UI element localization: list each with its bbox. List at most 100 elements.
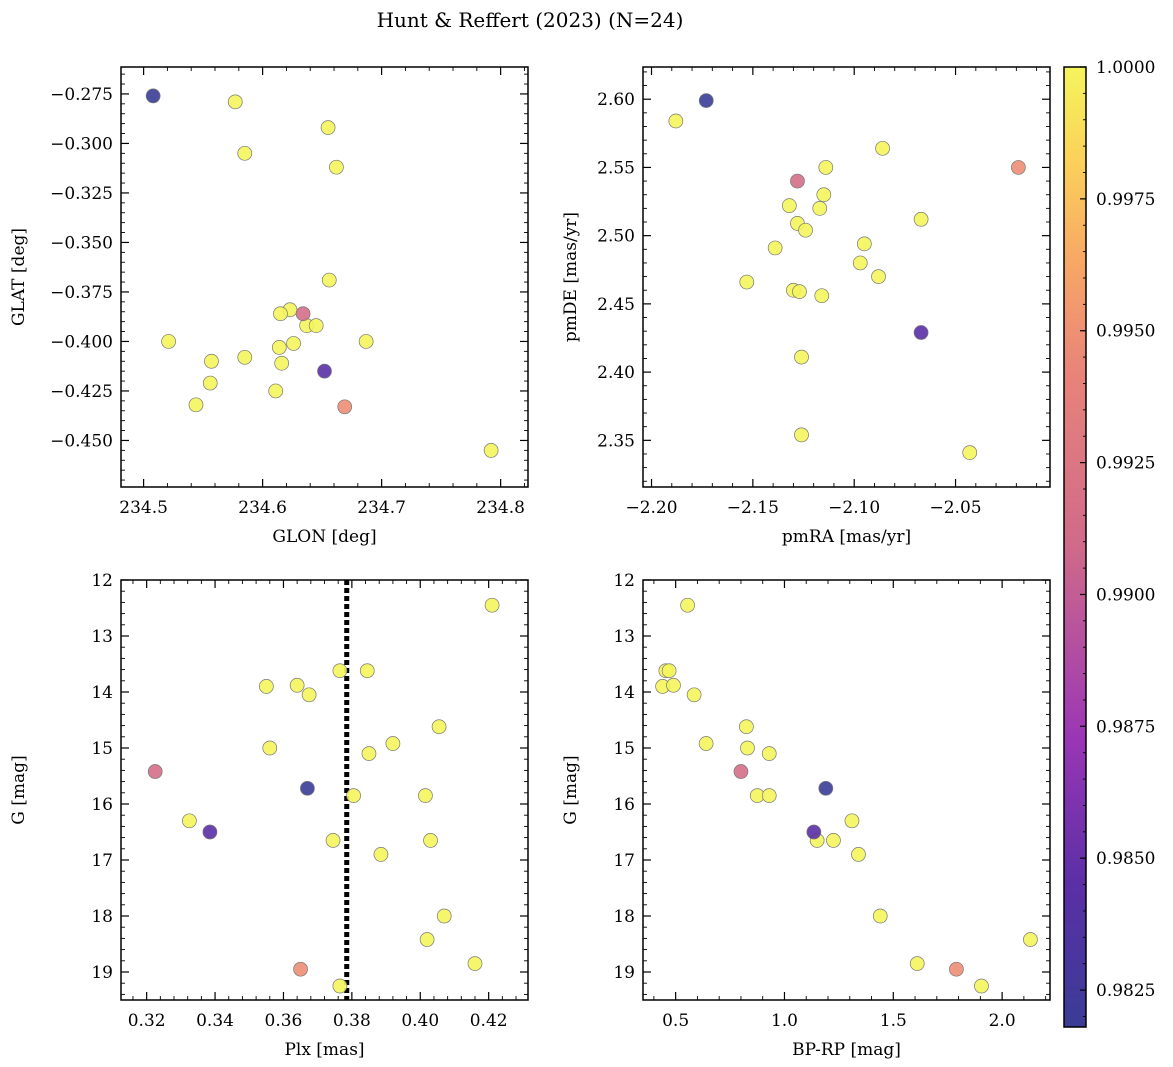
data-point — [913, 211, 929, 227]
data-point — [273, 306, 288, 322]
data-point — [301, 687, 317, 703]
x-tick-label: 234.7 — [357, 498, 406, 518]
y-tick-label: 12 — [613, 571, 635, 591]
x-tick-label: −2.05 — [929, 498, 981, 518]
x-tick-label: −2.10 — [828, 498, 880, 518]
data-point — [668, 113, 684, 129]
data-point — [237, 145, 253, 161]
data-point — [792, 284, 807, 299]
x-tick-label: 0.32 — [128, 1011, 166, 1031]
data-point — [317, 363, 332, 379]
y-tick-label: −0.275 — [50, 85, 113, 105]
data-point — [484, 597, 500, 613]
colorbar-tick-label: 0.9825 — [1096, 981, 1155, 1001]
data-point — [852, 255, 868, 271]
data-point — [268, 383, 284, 399]
panel-bprp-gmag: 0.5 1.0 1.5 2.0 12 13 14 15 16 17 18 19 BP-RP [mag] G… — [561, 571, 1051, 1060]
y-tick-label: 2.40 — [597, 363, 635, 383]
data-point — [237, 349, 253, 365]
y-tick-label: −0.325 — [50, 184, 113, 204]
y-tick-label: 13 — [613, 627, 635, 647]
data-point — [204, 353, 219, 369]
y-tick-label: −0.375 — [50, 283, 113, 303]
data-point — [337, 399, 353, 415]
data-point — [666, 677, 681, 693]
x-tick-label: 2.0 — [989, 1011, 1016, 1031]
data-point — [949, 961, 964, 977]
y-tick-label: −0.450 — [50, 431, 113, 451]
y-tick-label: 2.55 — [597, 158, 635, 178]
y-tick-label: 17 — [91, 851, 113, 871]
colorbar-tick-label: 0.9925 — [1096, 454, 1155, 474]
x-tick-label: 0.38 — [333, 1011, 371, 1031]
data-point — [286, 336, 301, 351]
data-point — [289, 677, 305, 693]
data-point — [814, 288, 830, 304]
y-tick-label: 19 — [91, 963, 113, 983]
y-axis-label: G [mag] — [9, 755, 29, 824]
data-point — [373, 847, 389, 862]
data-point — [325, 833, 341, 848]
data-point — [875, 140, 890, 156]
y-tick-label: 17 — [613, 851, 635, 871]
data-point — [259, 679, 274, 694]
y-tick-label: 18 — [91, 907, 113, 927]
data-point — [818, 780, 834, 796]
x-tick-label: 234.6 — [238, 498, 287, 518]
x-tick-label: 0.36 — [265, 1011, 303, 1031]
panel-pmra-pmde: −2.20 −2.15 −2.10 −2.05 2.35 2.40 2.45 2.50 2.55… — [561, 66, 1051, 547]
y-axis-label: GLAT [deg] — [9, 228, 29, 326]
data-point — [361, 746, 377, 761]
data-point — [794, 349, 809, 365]
data-point — [202, 824, 218, 840]
data-point — [274, 355, 290, 371]
colorbar-tick-label: 1.0000 — [1096, 58, 1155, 78]
x-tick-label: 1.0 — [771, 1011, 798, 1031]
colorbar-tick-label: 0.9900 — [1096, 585, 1155, 605]
axes-frame — [642, 66, 1051, 488]
data-point — [418, 788, 433, 803]
x-tick-label: −2.15 — [727, 498, 779, 518]
data-point — [872, 908, 888, 924]
data-point — [818, 160, 834, 175]
x-tick-label: 0.5 — [662, 1011, 689, 1031]
y-axis-label: G [mag] — [561, 755, 581, 824]
y-tick-label: 14 — [91, 683, 113, 703]
data-point — [794, 427, 809, 443]
data-point — [436, 908, 452, 924]
data-point — [295, 306, 311, 322]
axes-frame — [120, 66, 529, 488]
x-tick-label: −2.20 — [625, 498, 677, 518]
data-point — [202, 375, 218, 391]
data-point — [1011, 160, 1026, 175]
colorbar-tick-label: 0.9950 — [1096, 322, 1155, 342]
data-point — [974, 978, 989, 994]
data-point — [851, 847, 866, 862]
data-point — [761, 746, 777, 761]
y-tick-label: 12 — [91, 571, 113, 591]
data-point — [812, 201, 828, 216]
x-tick-label: 234.8 — [476, 498, 525, 518]
data-point — [806, 824, 822, 840]
axes-frame — [120, 579, 529, 1001]
y-axis-label: pmDE [mas/yr] — [561, 212, 581, 342]
data-point — [761, 788, 777, 803]
x-tick-label: 0.42 — [470, 1011, 508, 1031]
y-tick-label: 13 — [91, 627, 113, 647]
data-point — [161, 334, 176, 349]
y-tick-label: −0.400 — [50, 332, 113, 352]
y-tick-label: 14 — [613, 683, 635, 703]
data-point — [188, 397, 204, 413]
data-point — [467, 956, 483, 971]
data-point — [740, 740, 755, 756]
data-point — [661, 663, 677, 679]
y-tick-label: −0.425 — [50, 382, 113, 402]
data-point — [781, 198, 797, 213]
y-tick-label: 2.50 — [597, 227, 635, 247]
axes-frame — [642, 579, 1051, 1001]
data-point — [483, 443, 499, 458]
data-point — [147, 764, 163, 779]
panel-plx-gmag: 0.32 0.34 0.36 0.38 0.40 0.42 12 13 14 15 16 17 18 19… — [9, 571, 529, 1060]
data-point — [826, 833, 841, 848]
